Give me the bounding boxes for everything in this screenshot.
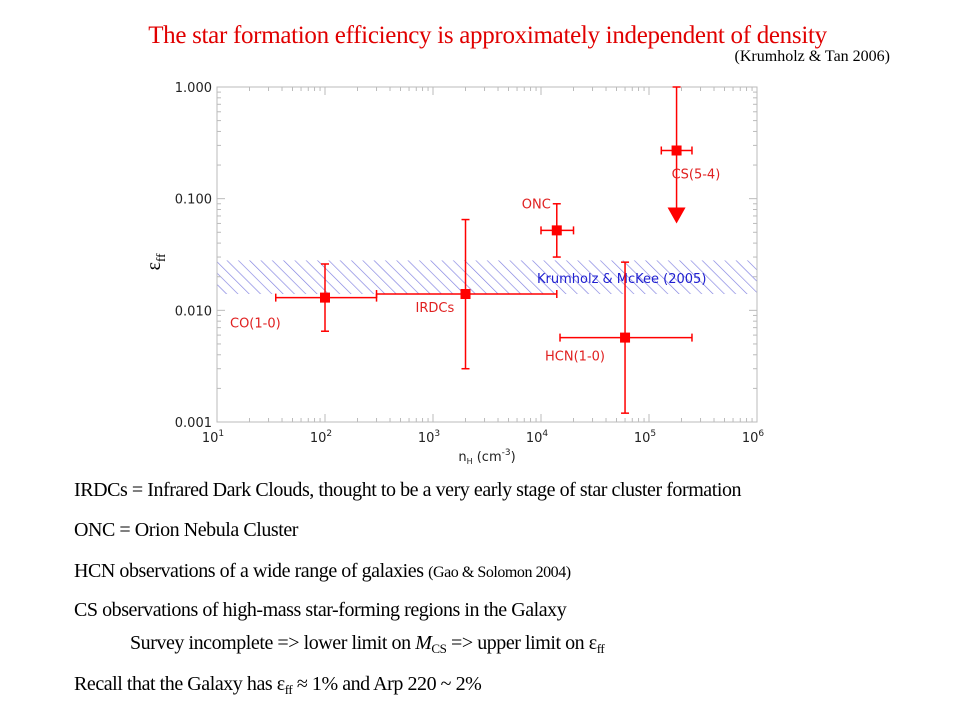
text-line-5: Survey incomplete => lower limit on MCS … xyxy=(130,632,605,656)
text: HCN observations of a wide range of gala… xyxy=(74,560,429,582)
data-marker xyxy=(320,292,330,303)
tick-exponent: 1 xyxy=(218,429,224,439)
y-tick-label: 0.010 xyxy=(175,304,212,319)
tick-exponent: 6 xyxy=(758,429,764,439)
x-tick-label: 105 xyxy=(634,429,656,446)
data-point-co-1-0-: CO(1-0) xyxy=(230,263,378,332)
x-tick-label: 102 xyxy=(310,429,332,446)
subscript: CS xyxy=(431,641,447,656)
tick-exponent: 5 xyxy=(650,429,656,439)
data-point-cs-5-4-: CS(5-4) xyxy=(660,86,721,224)
tick-base: 10 xyxy=(742,431,759,446)
tick-exponent: 3 xyxy=(434,429,440,439)
y-tick-label: 0.001 xyxy=(175,416,212,431)
tick-base: 10 xyxy=(634,431,651,446)
tick-exponent: 2 xyxy=(326,429,332,439)
point-label: IRDCs xyxy=(416,301,455,316)
x-axis-label: nH (cm-3) xyxy=(458,448,515,466)
text-line-2: ONC = Orion Nebula Cluster xyxy=(74,519,298,541)
reference: (Gao & Solomon 2004) xyxy=(428,564,571,581)
x-label-close: ) xyxy=(511,450,516,465)
text-line-6: Recall that the Galaxy has εff ≈ 1% and … xyxy=(74,673,482,697)
point-label: CS(5-4) xyxy=(672,167,721,182)
data-point-hcn-1-0-: HCN(1-0) xyxy=(545,261,693,414)
band-label: Krumholz & McKee (2005) xyxy=(537,272,706,287)
subscript: ff xyxy=(596,641,605,656)
x-label-sup: -3 xyxy=(502,448,511,458)
model-band xyxy=(217,260,757,295)
citation: (Krumholz & Tan 2006) xyxy=(734,48,890,65)
y-tick-label: 1.000 xyxy=(175,81,212,96)
data-point-onc: ONC xyxy=(522,197,575,258)
point-label: CO(1-0) xyxy=(230,317,281,332)
text: ≈ 1% and Arp 220 ~ 2% xyxy=(292,673,482,695)
subscript: ff xyxy=(284,682,293,697)
y-label-epsilon: ε xyxy=(143,262,165,270)
y-axis-label: εff xyxy=(143,253,168,271)
upper-limit-arrow xyxy=(667,207,686,224)
x-tick-label: 101 xyxy=(202,429,224,446)
text: => upper limit on ε xyxy=(446,632,597,654)
data-marker xyxy=(620,332,631,343)
x-label-unit: (cm xyxy=(473,450,502,465)
data-point-irdcs: IRDCs xyxy=(375,218,558,370)
y-tick-label: 0.100 xyxy=(175,193,212,208)
text: Recall that the Galaxy has ε xyxy=(74,673,285,695)
y-label-sub: ff xyxy=(153,253,168,262)
plot-frame xyxy=(216,86,758,423)
x-tick-label: 106 xyxy=(742,429,765,446)
text-line-3: HCN observations of a wide range of gala… xyxy=(74,560,571,583)
point-label: ONC xyxy=(522,197,551,212)
slide-title: The star formation efficiency is approxi… xyxy=(148,22,827,49)
tick-base: 10 xyxy=(526,431,543,446)
data-marker xyxy=(551,225,562,236)
point-label: HCN(1-0) xyxy=(545,350,605,365)
tick-base: 10 xyxy=(418,431,435,446)
x-tick-label: 104 xyxy=(526,429,549,446)
x-label-sub: H xyxy=(467,457,473,466)
mass-symbol: M xyxy=(415,632,432,654)
data-marker xyxy=(460,289,471,300)
text: Survey incomplete => lower limit on xyxy=(130,632,416,654)
tick-exponent: 4 xyxy=(542,429,548,439)
data-marker xyxy=(671,145,682,156)
tick-base: 10 xyxy=(310,431,327,446)
tick-base: 10 xyxy=(202,431,219,446)
x-label-n: n xyxy=(458,450,466,465)
text-line-4: CS observations of high-mass star-formin… xyxy=(74,599,567,621)
text-line-1: IRDCs = Infrared Dark Clouds, thought to… xyxy=(74,479,742,501)
x-tick-label: 103 xyxy=(418,429,440,446)
